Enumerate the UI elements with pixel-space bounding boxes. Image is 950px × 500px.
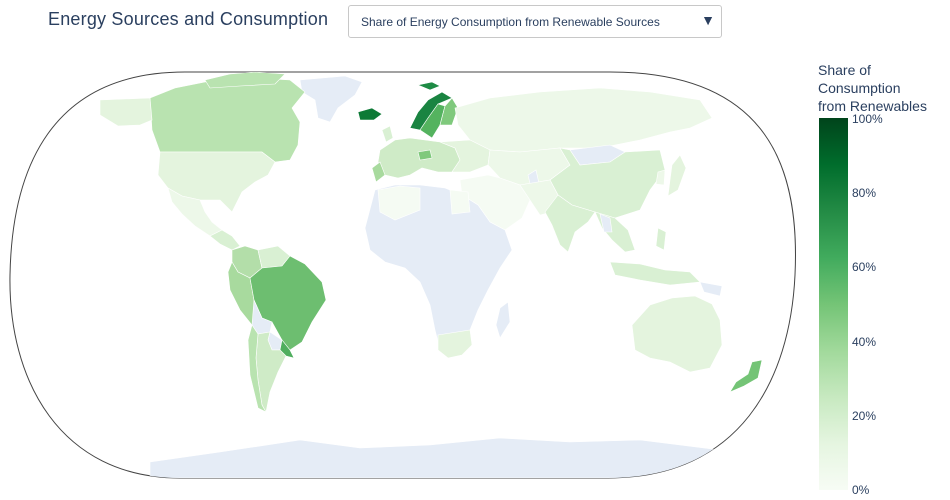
colorbar-title: Share of Consumption from Renewables [818,61,948,115]
country-australia[interactable] [631,295,723,373]
country-algeria[interactable] [377,185,421,221]
country-japan[interactable] [667,154,687,197]
country-new-zealand[interactable] [729,359,763,393]
colorbar [819,118,848,490]
metric-dropdown[interactable]: Share of Energy Consumption from Renewab… [348,5,722,38]
colorbar-tick: 60% [852,260,877,274]
colorbar-tick: 40% [852,335,877,349]
country-madagascar[interactable] [495,301,511,339]
region-eastern-europe[interactable] [439,139,491,173]
country-portugal[interactable] [371,161,386,183]
region-central-america[interactable] [209,229,241,251]
colorbar-title-line: Share of [818,62,871,78]
dropdown-selected-label: Share of Energy Consumption from Renewab… [361,15,660,29]
country-myanmar[interactable] [599,213,613,233]
region-alaska[interactable] [99,97,153,127]
colorbar-tick: 100% [852,112,883,126]
chevron-down-icon[interactable]: ▼ [701,12,715,28]
country-south-africa[interactable] [437,329,473,359]
country-philippines[interactable] [655,227,667,251]
country-finland[interactable] [439,97,459,126]
colorbar-tick: 0% [852,483,870,497]
colorbar-tick: 20% [852,409,877,423]
country-canada[interactable] [149,77,306,163]
country-uk[interactable] [381,125,394,143]
region-antarctica[interactable] [149,437,796,478]
colorbar-tick: 80% [852,186,877,200]
country-korea[interactable] [655,169,666,186]
country-papua-ng[interactable] [699,281,723,297]
country-egypt[interactable] [449,189,471,215]
colorbar-title-line: from Renewables [818,98,927,114]
country-canada-islands[interactable] [204,72,286,89]
page-title: Energy Sources and Consumption [48,9,329,29]
country-austria[interactable] [417,149,433,161]
region-svalbard[interactable] [416,81,441,91]
country-india[interactable] [544,194,596,253]
country-greenland[interactable] [299,75,363,123]
country-chile[interactable] [247,324,267,413]
country-iceland[interactable] [357,107,383,121]
colorbar-title-line: Consumption [818,80,901,96]
